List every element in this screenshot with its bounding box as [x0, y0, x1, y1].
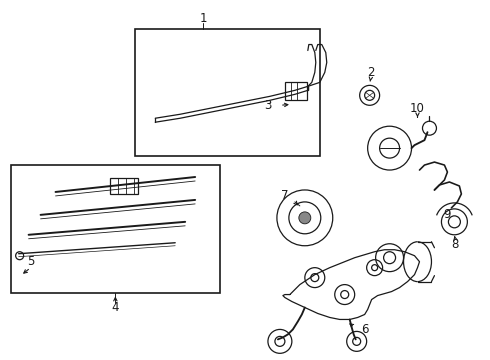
- Text: 9: 9: [443, 208, 451, 221]
- Text: 3: 3: [264, 99, 271, 112]
- Text: 2: 2: [367, 66, 374, 79]
- Text: 5: 5: [27, 255, 34, 268]
- Circle shape: [422, 121, 437, 135]
- Text: 8: 8: [452, 238, 459, 251]
- Text: 1: 1: [199, 12, 207, 25]
- Text: 4: 4: [112, 301, 119, 314]
- Circle shape: [299, 212, 311, 224]
- Bar: [11, 165, 220, 293]
- Text: 10: 10: [410, 102, 425, 115]
- Text: 6: 6: [361, 323, 368, 336]
- Text: 7: 7: [281, 189, 289, 202]
- Bar: [285, 82, 307, 100]
- Bar: [110, 178, 138, 194]
- Bar: [135, 28, 320, 156]
